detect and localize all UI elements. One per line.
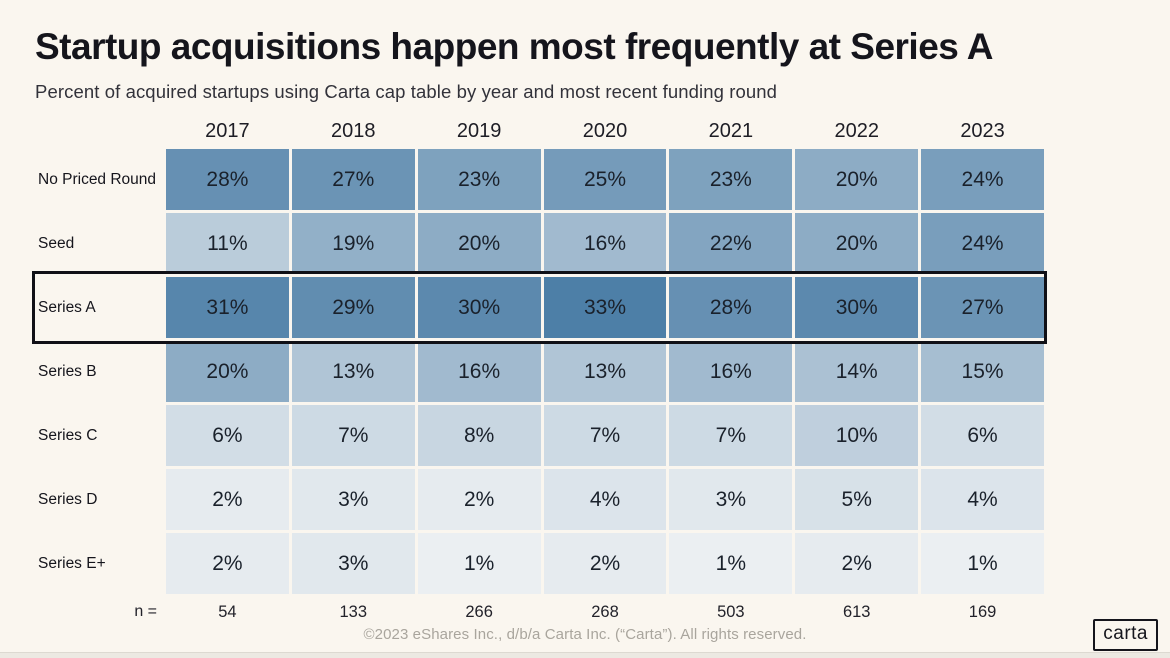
- heatmap-cell: 24%: [921, 213, 1044, 274]
- heatmap-cell: 2%: [166, 533, 289, 594]
- heatmap-cell: 25%: [543, 149, 667, 210]
- heatmap-cell: 2%: [543, 533, 667, 594]
- column-header: 2017: [205, 120, 250, 142]
- page-subtitle: Percent of acquired startups using Carta…: [35, 81, 778, 102]
- heatmap-cell: 13%: [291, 341, 415, 402]
- sample-size-value: 266: [465, 602, 493, 621]
- heatmap-cell: 2%: [417, 469, 541, 530]
- sample-size-value: 54: [218, 602, 237, 621]
- heatmap-grid: 2017 2018 2019 2020 2021 2022 2023 No Priced Ro…: [35, 117, 1044, 594]
- heatmap-cell: 1%: [417, 533, 541, 594]
- column-header: 2022: [834, 120, 879, 142]
- heatmap-cell: 16%: [543, 213, 667, 274]
- heatmap-cell: 23%: [669, 149, 793, 210]
- heatmap-cell: 20%: [795, 213, 919, 274]
- heatmap-cell: 30%: [795, 277, 919, 338]
- copyright-footer: ©2023 eShares Inc., d/b/a Carta Inc. (“C…: [363, 626, 807, 643]
- column-header: 2018: [331, 120, 376, 142]
- sample-size-value: 503: [717, 602, 745, 621]
- heatmap-cell: 6%: [921, 405, 1044, 466]
- row-label: Series E+: [38, 554, 106, 572]
- heatmap-cell: 8%: [417, 405, 541, 466]
- heatmap-cell: 10%: [795, 405, 919, 466]
- heatmap-cell: 27%: [291, 149, 415, 210]
- carta-logo-text: carta: [1103, 623, 1148, 644]
- heatmap-cell: 7%: [291, 405, 415, 466]
- heatmap-cell: 20%: [795, 149, 919, 210]
- row-label: Seed: [38, 234, 75, 252]
- heatmap-cell: 31%: [166, 277, 289, 338]
- heatmap-cell: 4%: [921, 469, 1044, 530]
- heatmap-cell: 4%: [543, 469, 667, 530]
- heatmap-cell: 11%: [166, 213, 289, 274]
- heatmap-cell: 33%: [543, 277, 667, 338]
- heatmap-cell: 24%: [921, 149, 1044, 210]
- heatmap-cell: 16%: [669, 341, 793, 402]
- heatmap-cell: 29%: [291, 277, 415, 338]
- heatmap-cell: 27%: [921, 277, 1044, 338]
- heatmap-cell: 7%: [543, 405, 667, 466]
- heatmap-cell: 13%: [543, 341, 667, 402]
- heatmap-cell: 14%: [795, 341, 919, 402]
- heatmap-cell: 5%: [795, 469, 919, 530]
- row-label: No Priced Round: [38, 170, 157, 188]
- heatmap-cell: 2%: [795, 533, 919, 594]
- row-label: Series C: [38, 426, 98, 444]
- row-label: Series B: [38, 362, 97, 380]
- heatmap-cell: 23%: [417, 149, 541, 210]
- heatmap-cell: 6%: [166, 405, 289, 466]
- column-header: 2019: [456, 120, 502, 142]
- carta-logo: carta: [1093, 619, 1158, 651]
- heatmap-cell: 1%: [669, 533, 793, 594]
- sample-size-row: n = 54 133 266 268 503 613 169: [35, 599, 1044, 625]
- bottom-edge-strip: [0, 652, 1170, 658]
- heatmap-cell: 30%: [417, 277, 541, 338]
- heatmap-cell: 1%: [921, 533, 1044, 594]
- heatmap-cell: 20%: [417, 213, 541, 274]
- heatmap-cell: 3%: [291, 469, 415, 530]
- page-title: Startup acquisitions happen most frequen…: [35, 26, 994, 67]
- column-header: 2021: [708, 120, 754, 142]
- heatmap-cell: 15%: [921, 341, 1044, 402]
- sample-size-value: 169: [968, 602, 997, 621]
- heatmap-cell: 2%: [166, 469, 289, 530]
- heatmap-table: 2017 2018 2019 2020 2021 2022 2023 No Priced Ro…: [32, 117, 1047, 625]
- heatmap-cell: 20%: [166, 341, 289, 402]
- heatmap-cell: 7%: [669, 405, 793, 466]
- sample-size-label: n =: [134, 603, 157, 620]
- row-label: Series D: [38, 490, 98, 508]
- heatmap-cell: 3%: [669, 469, 793, 530]
- heatmap-cell: 16%: [417, 341, 541, 402]
- sample-size-value: 133: [339, 602, 368, 621]
- column-header: 2023: [960, 120, 1005, 142]
- row-label: Series A: [38, 298, 96, 316]
- sample-size-value: 613: [842, 602, 871, 621]
- heatmap-cell: 22%: [669, 213, 793, 274]
- heatmap-cell: 28%: [166, 149, 289, 210]
- table-corner: [35, 117, 163, 146]
- heatmap-cell: 28%: [669, 277, 793, 338]
- heatmap-cell: 3%: [291, 533, 415, 594]
- column-header: 2020: [582, 120, 628, 142]
- heatmap-cell: 19%: [291, 213, 415, 274]
- sample-size-value: 268: [591, 602, 619, 621]
